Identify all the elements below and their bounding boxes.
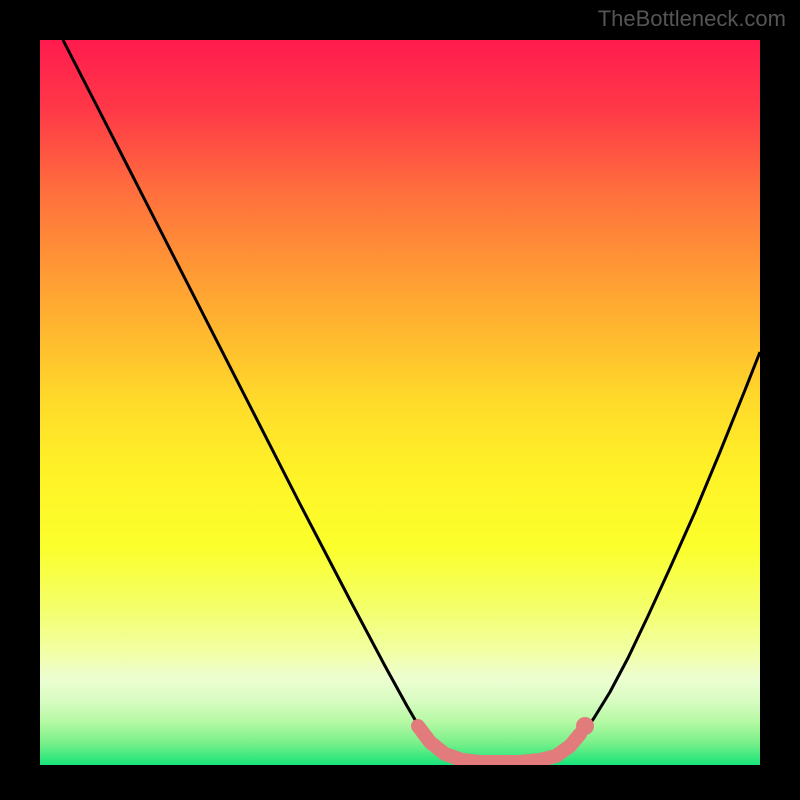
chart-container: TheBottleneck.com <box>0 0 800 800</box>
chart-frame <box>760 0 800 800</box>
chart-frame <box>0 0 40 800</box>
watermark-text: TheBottleneck.com <box>598 6 786 32</box>
chart-svg <box>0 0 800 800</box>
chart-background <box>40 40 760 765</box>
marker-dot <box>576 717 594 735</box>
chart-frame <box>0 765 800 800</box>
